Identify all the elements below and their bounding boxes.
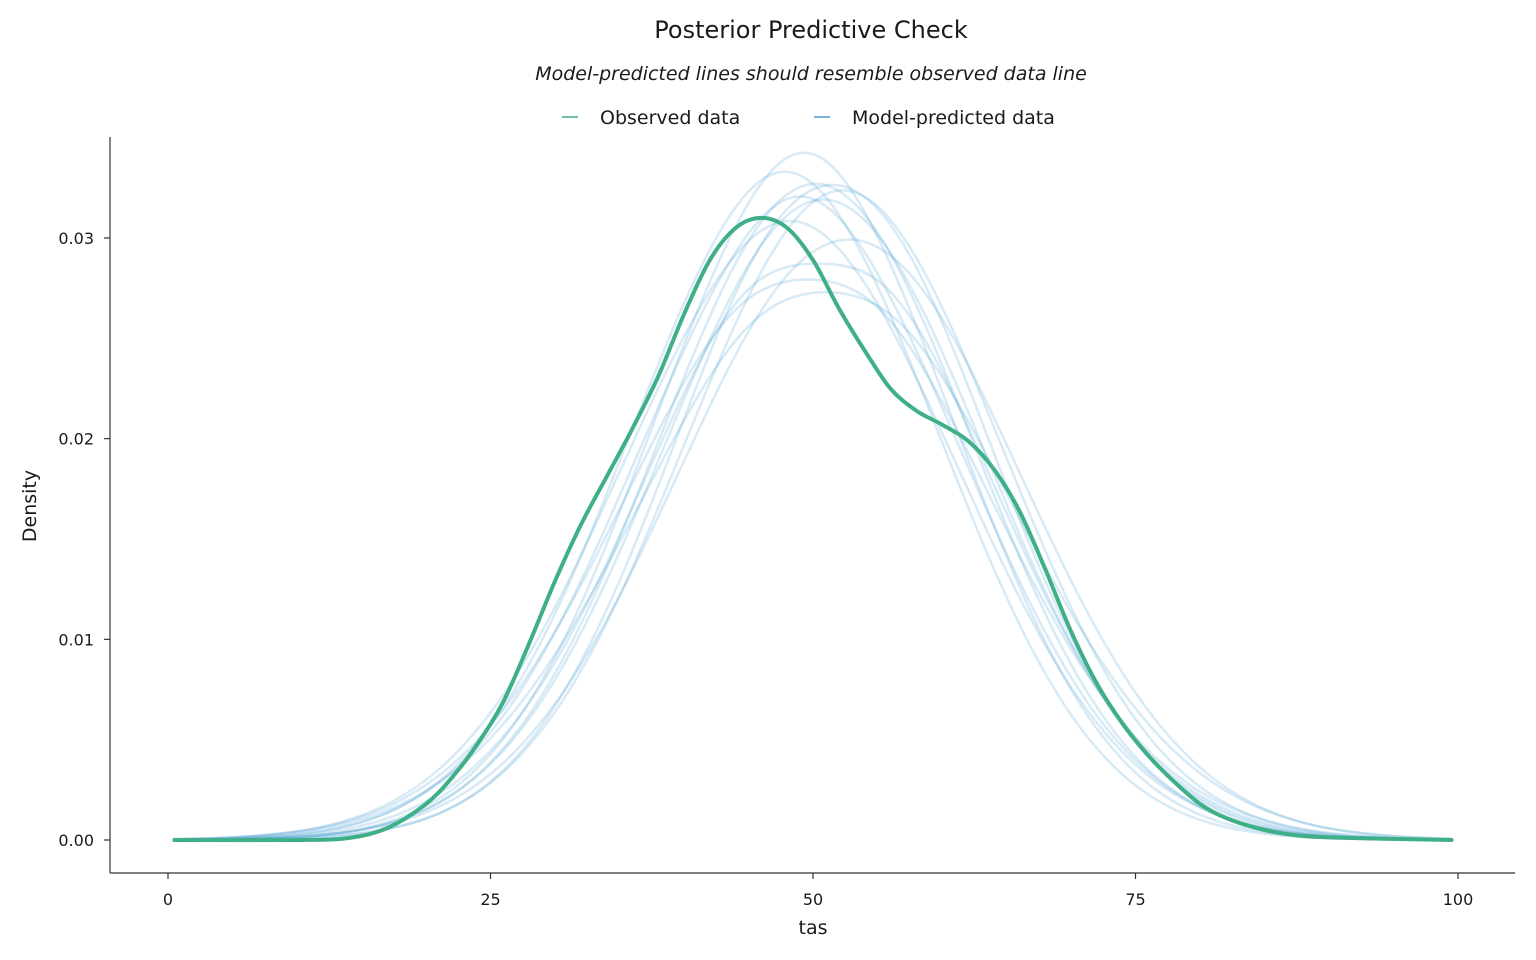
y-tick-label: 0.01 [58,630,94,649]
predicted-data-line [174,151,1452,842]
x-tick-label: 75 [1125,890,1145,909]
x-axis-label: tas [799,917,828,939]
chart-subtitle: Model-predicted lines should resemble ob… [535,63,1087,85]
predicted-data-line [174,183,1452,842]
predicted-data-line [174,219,1452,841]
y-axis: 0.00 0.01 0.02 0.03 [58,137,111,873]
legend-label-observed: Observed data [600,107,740,129]
x-tick-label: 25 [480,890,500,909]
predicted-data-line [174,198,1452,842]
x-axis: 0 25 50 75 100 [110,872,1515,909]
predicted-data-line [174,170,1452,842]
legend-label-predicted: Model-predicted data [852,107,1055,129]
x-tick-label: 0 [163,890,173,909]
observed-data-line [172,215,1454,843]
chart-title: Posterior Predictive Check [654,16,968,44]
y-tick-label: 0.02 [58,430,94,449]
predicted-data-line [174,291,1452,841]
x-tick-label: 100 [1443,890,1474,909]
predicted-data-line [174,238,1452,842]
y-tick-label: 0.03 [58,229,94,248]
predicted-data-line [174,278,1452,841]
y-axis-label: Density [19,470,41,542]
y-tick-label: 0.00 [58,831,94,850]
predicted-data-line [174,189,1452,842]
predicted-data-line [174,262,1452,841]
predicted-lines [174,151,1452,842]
predicted-data-line [174,182,1452,842]
x-tick-label: 50 [803,890,823,909]
legend: Observed data Model-predicted data [562,107,1055,129]
